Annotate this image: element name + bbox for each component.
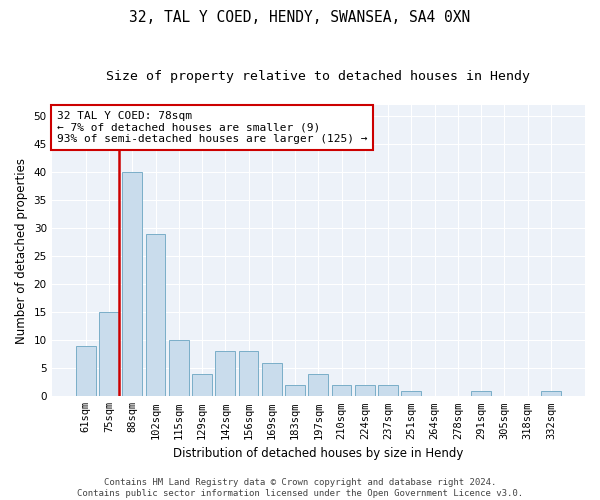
Bar — [99, 312, 119, 396]
Bar — [76, 346, 95, 397]
Bar — [169, 340, 188, 396]
Bar — [471, 390, 491, 396]
Bar — [285, 385, 305, 396]
Y-axis label: Number of detached properties: Number of detached properties — [15, 158, 28, 344]
Title: Size of property relative to detached houses in Hendy: Size of property relative to detached ho… — [106, 70, 530, 83]
Text: 32, TAL Y COED, HENDY, SWANSEA, SA4 0XN: 32, TAL Y COED, HENDY, SWANSEA, SA4 0XN — [130, 10, 470, 25]
Bar — [355, 385, 375, 396]
Bar — [215, 352, 235, 397]
Bar — [122, 172, 142, 396]
Bar — [262, 362, 282, 396]
Bar — [541, 390, 561, 396]
Bar — [308, 374, 328, 396]
Bar — [401, 390, 421, 396]
Text: 32 TAL Y COED: 78sqm
← 7% of detached houses are smaller (9)
93% of semi-detache: 32 TAL Y COED: 78sqm ← 7% of detached ho… — [57, 111, 367, 144]
Text: Contains HM Land Registry data © Crown copyright and database right 2024.
Contai: Contains HM Land Registry data © Crown c… — [77, 478, 523, 498]
Bar — [239, 352, 259, 397]
Bar — [332, 385, 352, 396]
X-axis label: Distribution of detached houses by size in Hendy: Distribution of detached houses by size … — [173, 447, 464, 460]
Bar — [146, 234, 166, 396]
Bar — [378, 385, 398, 396]
Bar — [192, 374, 212, 396]
